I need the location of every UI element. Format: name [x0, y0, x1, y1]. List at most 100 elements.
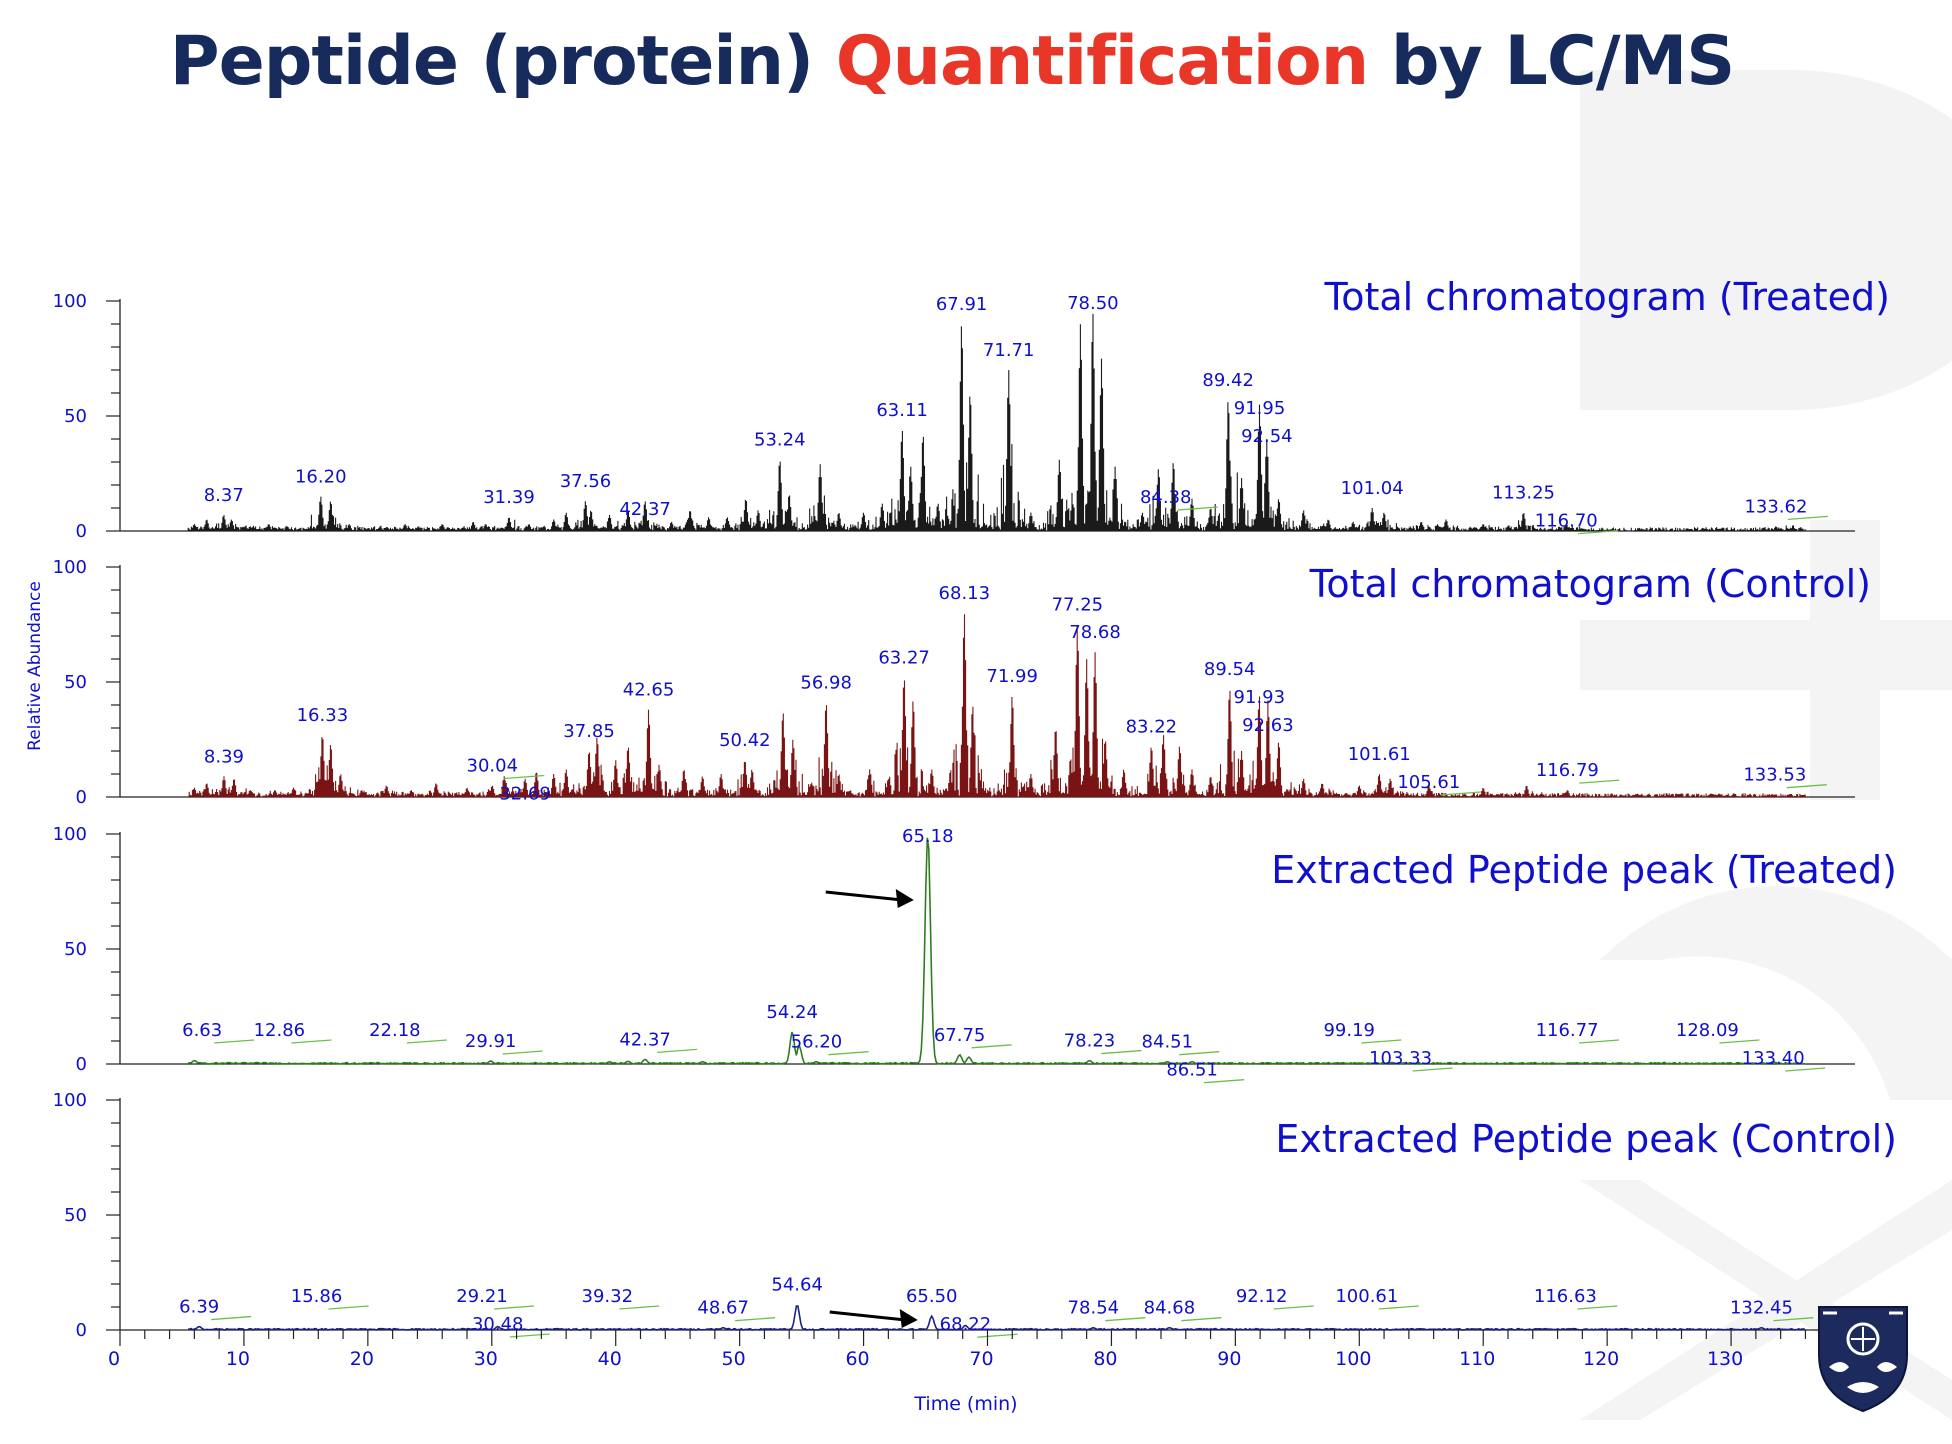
university-crest-icon: [1818, 1306, 1908, 1413]
peak-label: 92.12: [1236, 1286, 1288, 1307]
peak-label: 84.51: [1142, 1032, 1194, 1053]
peak-label: 32.69: [499, 784, 551, 805]
arrow-icon: [895, 889, 914, 908]
peak-label: 71.71: [983, 340, 1035, 361]
trace-treated-extracted: [188, 837, 1805, 1066]
panel-title: Total chromatogram (Treated): [1323, 275, 1890, 319]
y-tick-label: 50: [64, 406, 87, 427]
x-tick-label: 50: [722, 1348, 746, 1370]
peak-label-leader: [735, 1317, 776, 1322]
peak-label: 37.85: [563, 721, 615, 742]
peak-label: 89.54: [1204, 659, 1256, 680]
title-highlight: Quantification: [835, 22, 1369, 101]
peak-label-leader: [214, 1039, 255, 1044]
x-tick-label: 100: [1335, 1348, 1371, 1370]
peak-label-leader: [1578, 529, 1619, 535]
x-tick-label: 0: [108, 1348, 120, 1370]
peak-label: 16.20: [295, 467, 347, 488]
peak-label: 78.23: [1064, 1031, 1116, 1052]
peak-label: 91.95: [1234, 398, 1286, 419]
peak-label: 65.50: [906, 1286, 958, 1307]
peak-label-leader: [1179, 1051, 1220, 1056]
peak-label-leader: [1579, 1039, 1620, 1044]
y-tick-label: 100: [53, 291, 87, 312]
watermark-graphic: [1580, 70, 1952, 1420]
peak-label-leader: [1787, 515, 1828, 521]
peak-label: 105.61: [1397, 772, 1460, 793]
peak-label: 100.61: [1335, 1286, 1398, 1307]
peak-label: 29.21: [456, 1286, 508, 1307]
peak-label-leader: [1378, 1305, 1419, 1310]
panel-title: Extracted Peptide peak (Treated): [1271, 848, 1897, 892]
arrow-line: [825, 890, 902, 902]
peak-label: 92.54: [1241, 426, 1293, 447]
peak-label: 101.04: [1341, 478, 1404, 499]
peak-label: 15.86: [291, 1286, 343, 1307]
peak-label-leader: [657, 1048, 698, 1054]
x-tick-label: 40: [598, 1348, 622, 1370]
peak-label-leader: [1786, 784, 1827, 789]
peak-label: 89.42: [1202, 370, 1254, 391]
peak-label: 8.37: [204, 485, 244, 506]
peak-label: 29.91: [465, 1031, 517, 1052]
peak-label-leader: [328, 1305, 369, 1310]
peak-label: 77.25: [1052, 595, 1104, 616]
peak-label: 71.99: [986, 666, 1038, 687]
x-tick-label: 120: [1583, 1348, 1619, 1370]
x-tick-label: 130: [1707, 1348, 1743, 1370]
peak-label: 30.04: [467, 756, 519, 777]
peak-label: 16.33: [297, 705, 349, 726]
peak-label: 83.22: [1126, 716, 1178, 737]
peak-label: 63.27: [878, 647, 930, 668]
peak-label-leader: [1577, 1305, 1618, 1310]
y-tick-label: 50: [64, 939, 87, 960]
x-tick-label: 10: [226, 1348, 250, 1370]
peak-label-leader: [828, 1051, 869, 1056]
x-tick-label: 110: [1459, 1348, 1495, 1370]
peak-label: 103.33: [1369, 1048, 1432, 1069]
peak-label-leader: [1412, 1067, 1453, 1072]
peak-label: 84.68: [1144, 1298, 1196, 1319]
peak-label: 86.51: [1166, 1060, 1218, 1081]
peak-label-leader: [977, 1333, 1018, 1338]
y-tick-label: 100: [53, 557, 87, 578]
title-part-3: by LC/MS: [1368, 22, 1735, 101]
panel-treated-extracted: 0 50 100 6.63 12.86 22.18 29.91 42.37 54.24 56.20…: [53, 824, 1897, 1084]
peak-label: 22.18: [369, 1020, 421, 1041]
peak-label: 128.09: [1676, 1020, 1739, 1041]
peak-label: 6.63: [182, 1020, 222, 1041]
peak-label: 12.86: [254, 1020, 306, 1041]
peak-label: 68.22: [940, 1314, 992, 1335]
peak-label: 113.25: [1492, 483, 1555, 504]
peak-label-leader: [1105, 1317, 1146, 1322]
peak-label: 132.45: [1730, 1298, 1793, 1319]
peak-label-leader: [1177, 506, 1218, 511]
x-tick-label: 60: [845, 1348, 869, 1370]
x-axis-title: Time (min): [913, 1393, 1017, 1415]
peak-label: 56.20: [791, 1032, 843, 1053]
peak-label: 31.39: [483, 487, 535, 508]
peak-label-leader: [1773, 1317, 1814, 1322]
trace-control-extracted: [188, 1305, 1805, 1332]
peak-label: 133.40: [1742, 1048, 1805, 1069]
y-tick-label: 50: [64, 672, 87, 693]
y-tick-label: 0: [76, 521, 87, 542]
peak-label: 42.37: [619, 1029, 671, 1050]
peak-label: 116.63: [1534, 1286, 1597, 1307]
peak-label-leader: [1181, 1317, 1222, 1322]
peak-label-leader: [1101, 1049, 1142, 1055]
peak-label: 39.32: [582, 1286, 634, 1307]
y-tick-label: 50: [64, 1205, 87, 1226]
peak-label-leader: [211, 1315, 252, 1321]
peak-label-leader: [493, 1305, 535, 1310]
title-part-1: Peptide (protein): [169, 22, 836, 101]
y-tick-label: 0: [76, 1054, 87, 1075]
peak-label: 48.67: [697, 1298, 749, 1319]
peak-label-leader: [1719, 1039, 1760, 1044]
peak-label: 91.93: [1234, 687, 1286, 708]
peak-label: 42.37: [619, 499, 671, 520]
peak-label: 78.50: [1067, 293, 1119, 314]
peak-label: 78.54: [1068, 1298, 1120, 1319]
peak-label: 53.24: [754, 430, 806, 451]
